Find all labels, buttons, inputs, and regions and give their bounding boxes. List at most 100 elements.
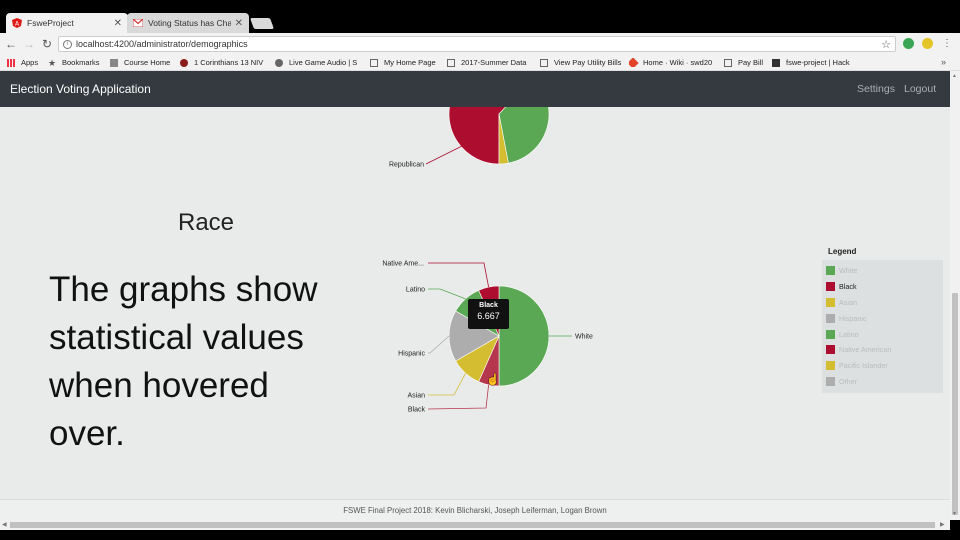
- page-footer: FSWE Final Project 2018: Kevin Blicharsk…: [0, 499, 950, 520]
- legend-label: Pacific Islander: [839, 361, 888, 371]
- close-icon[interactable]: ✕: [113, 17, 122, 29]
- legend-label: White: [839, 266, 858, 276]
- scroll-left-icon[interactable]: ◀: [2, 522, 7, 528]
- vertical-scrollbar[interactable]: ▲ ▼: [950, 71, 960, 520]
- bookmark-apps[interactable]: Apps: [7, 58, 38, 67]
- page-icon: [110, 58, 118, 67]
- legend-label: Asian: [839, 297, 857, 307]
- hand-cursor-icon: ☝: [486, 374, 500, 386]
- pie-slice-hispanic[interactable]: [448, 310, 500, 362]
- slice-label-black: Black: [408, 407, 426, 414]
- extension-icon[interactable]: [922, 38, 933, 49]
- label-leader-line: [428, 335, 450, 354]
- apps-grid-icon: [7, 58, 15, 67]
- close-icon[interactable]: ✕: [234, 17, 243, 29]
- hackmd-icon: [772, 58, 780, 67]
- tab-voting-status[interactable]: Voting Status has Change ✕: [127, 13, 249, 33]
- label-leader-line: [428, 372, 466, 396]
- bookmark-fswe-project[interactable]: fswe-project | Hack: [772, 58, 858, 67]
- new-tab-button[interactable]: [249, 18, 275, 29]
- more-bookmarks-icon[interactable]: »: [940, 57, 946, 67]
- bookmark-wiki[interactable]: Home · Wiki · swd20: [629, 58, 713, 67]
- tab-fsweproject[interactable]: A FsweProject ✕: [6, 13, 128, 33]
- scroll-right-icon[interactable]: ▶: [940, 522, 945, 528]
- legend-swatch: [826, 361, 835, 371]
- tab-title: Voting Status has Change: [148, 18, 231, 28]
- star-icon: ★: [48, 57, 57, 68]
- svg-text:A: A: [15, 21, 20, 28]
- page-icon: [370, 58, 378, 67]
- page-content: Republican White Black Asian Hispanic Latino…: [0, 71, 950, 520]
- legend-item-hispanic[interactable]: Hispanic: [822, 310, 943, 326]
- back-arrow-icon[interactable]: ←: [5, 37, 17, 51]
- legend-swatch: [826, 282, 835, 292]
- bookmarks-bar: Apps ★ Bookmarks Course Home 1 Corinthia…: [0, 55, 960, 71]
- slice-label-republican: Republican: [389, 162, 424, 169]
- browser-tab-strip: A FsweProject ✕ Voting Status has Change…: [0, 0, 960, 33]
- label-leader-line: [428, 288, 466, 300]
- legend-item-other[interactable]: Other: [822, 374, 943, 390]
- bookmark-summer-data[interactable]: 2017-Summer Data: [447, 58, 529, 67]
- slice-label-latino: Latino: [406, 287, 425, 294]
- browser-menu-icon[interactable]: ⋮: [942, 38, 952, 49]
- extension-check-icon[interactable]: [903, 38, 914, 49]
- pie-slice-slice[interactable]: [498, 113, 509, 165]
- horizontal-scrollbar[interactable]: ◀ ▶: [0, 520, 950, 530]
- logout-link[interactable]: Logout: [904, 83, 937, 95]
- legend-items: White Black Asian Hispanic Latino Native Amer…: [822, 260, 943, 394]
- browser-toolbar: ← → ↻ i localhost:4200/administrator/dem…: [0, 33, 960, 55]
- legend-label: Latino: [839, 329, 859, 339]
- legend-item-white[interactable]: White: [822, 263, 943, 279]
- slice-label-white: White: [575, 334, 593, 341]
- label-leader-line: [428, 262, 489, 288]
- legend-item-black[interactable]: Black: [822, 279, 943, 295]
- star-icon[interactable]: ☆: [881, 39, 891, 51]
- settings-link[interactable]: Settings: [857, 83, 895, 95]
- bookmark-live-game-audio[interactable]: Live Game Audio | S: [275, 58, 359, 67]
- legend-item-asian[interactable]: Asian: [822, 295, 943, 311]
- info-icon[interactable]: i: [63, 39, 72, 49]
- audio-icon: [275, 58, 283, 67]
- bible-icon: [180, 58, 188, 67]
- legend-title: Legend: [828, 247, 857, 256]
- chart-tooltip: Black 6.667: [468, 299, 509, 329]
- scroll-down-icon[interactable]: ▼: [952, 511, 957, 517]
- legend-swatch: [826, 345, 835, 355]
- bookmark-pay-bill[interactable]: Pay Bill: [724, 58, 763, 67]
- legend-item-latino[interactable]: Latino: [822, 326, 943, 342]
- legend-swatch: [826, 313, 835, 323]
- bookmark-course-home[interactable]: Course Home: [110, 58, 170, 67]
- page-icon: [724, 58, 732, 67]
- chart-legend: Legend White Black Asian Hispanic Latino Nati…: [822, 247, 943, 394]
- gitlab-icon: [629, 58, 639, 67]
- legend-label: Black: [839, 282, 857, 292]
- slice-label-asian: Asian: [407, 393, 425, 400]
- address-bar[interactable]: i localhost:4200/administrator/demograph…: [58, 36, 896, 52]
- section-title: Race: [178, 209, 235, 236]
- bookmark-pay-utility-bills[interactable]: View Pay Utility Bills: [540, 58, 621, 67]
- scroll-up-icon[interactable]: ▲: [952, 73, 957, 79]
- legend-item-pacific-islander[interactable]: Pacific Islander: [822, 358, 943, 374]
- bookmark-corinthians[interactable]: 1 Corinthians 13 NIV: [180, 58, 266, 67]
- legend-label: Native American: [839, 345, 892, 355]
- app-brand[interactable]: Election Voting Application: [10, 82, 151, 96]
- gmail-icon: [133, 18, 143, 28]
- reload-icon[interactable]: ↻: [41, 37, 53, 51]
- legend-label: Hispanic: [839, 313, 867, 323]
- pie-slice-white[interactable]: [498, 285, 550, 387]
- section-description: The graphs show statistical values when …: [49, 270, 318, 453]
- tooltip-label: Black: [479, 302, 498, 309]
- page-icon: [447, 58, 455, 67]
- tab-title: FsweProject: [27, 18, 74, 28]
- label-leader-line: [427, 384, 490, 410]
- legend-swatch: [826, 376, 835, 386]
- legend-item-native-american[interactable]: Native American: [822, 342, 943, 358]
- scrollbar-thumb[interactable]: [10, 522, 935, 528]
- legend-label: Other: [839, 376, 857, 386]
- app-navbar: Election Voting Application Settings Log…: [0, 71, 950, 107]
- forward-arrow-icon[interactable]: →: [23, 37, 35, 51]
- race-pie-chart: White Black Asian Hispanic Latino Native Ame.…: [382, 261, 593, 414]
- scrollbar-thumb[interactable]: [952, 293, 958, 515]
- bookmark-my-home-page[interactable]: My Home Page: [370, 58, 436, 67]
- bookmark-bookmarks[interactable]: ★ Bookmarks: [48, 57, 100, 68]
